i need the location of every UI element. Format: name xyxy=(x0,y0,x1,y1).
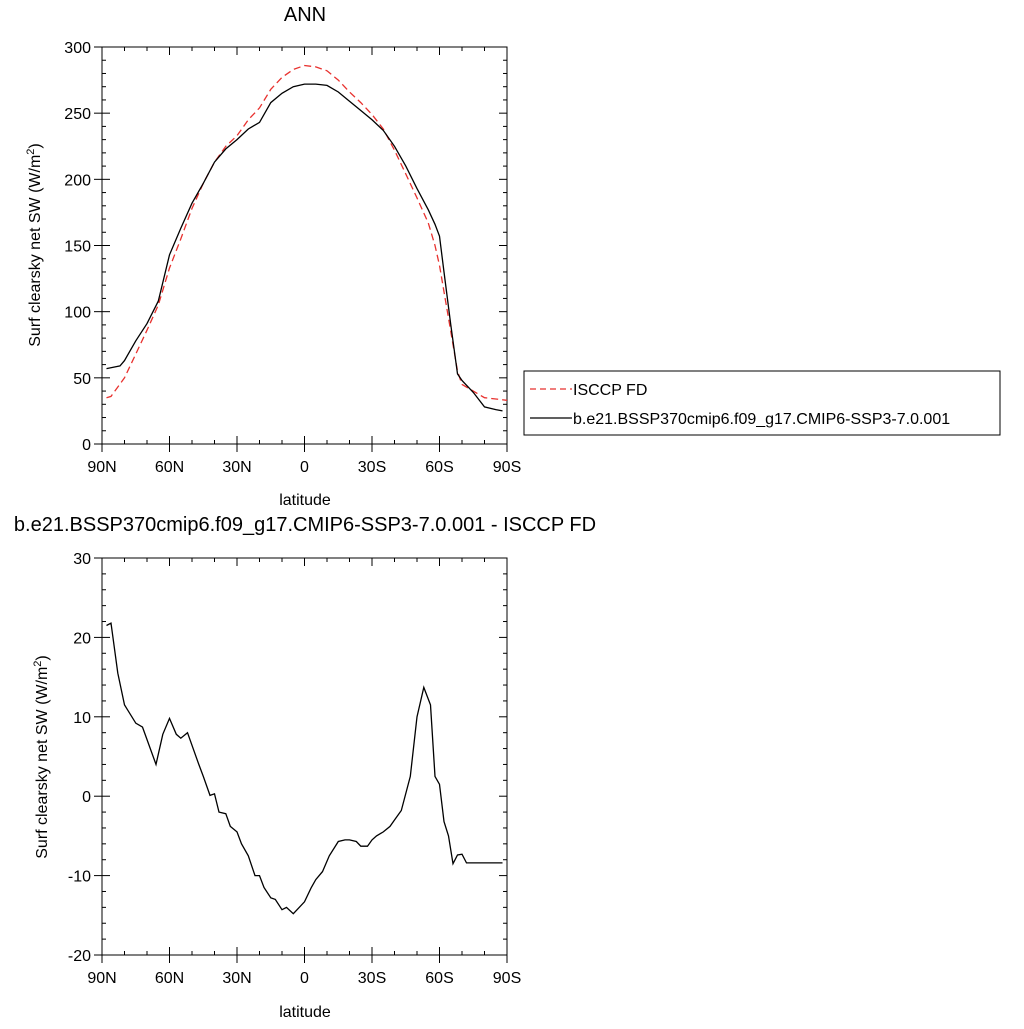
x-tick-label: 0 xyxy=(300,970,309,987)
top-plot-frame xyxy=(101,46,508,445)
y-tick-label: 0 xyxy=(82,789,91,806)
top-x-ticks: 90N 60N 30N 0 30S 60S 90S xyxy=(87,47,521,476)
y-tick-label: 300 xyxy=(64,40,91,57)
x-tick-label: 30N xyxy=(222,970,251,987)
y-tick-label: 200 xyxy=(64,172,91,189)
bottom-panel: b.e21.BSSP370cmip6.f09_g17.CMIP6-SSP3-7.… xyxy=(14,514,596,1021)
x-tick-label: 30S xyxy=(358,970,386,987)
y-tick-label: 30 xyxy=(73,551,91,568)
series-line xyxy=(106,83,503,412)
y-tick-label: -20 xyxy=(68,948,91,965)
top-title: ANN xyxy=(284,4,326,26)
top-y-ticks: 0 50 100 150 200 250 300 xyxy=(64,40,507,454)
legend-label-isccp: ISCCP FD xyxy=(573,382,647,399)
x-tick-label: 30N xyxy=(222,459,251,476)
x-tick-label: 60N xyxy=(155,459,184,476)
x-tick-label: 60S xyxy=(425,459,453,476)
y-tick-label: 50 xyxy=(73,371,91,388)
y-tick-label: -10 xyxy=(68,869,91,886)
bottom-y-axis-label: Surf clearsky net SW (W/m2) xyxy=(32,655,51,858)
series-line xyxy=(106,622,503,915)
top-y-axis-label: Surf clearsky net SW (W/m2) xyxy=(25,143,44,346)
x-tick-label: 90N xyxy=(87,970,116,987)
legend-box xyxy=(523,370,1001,436)
y-tick-label: 100 xyxy=(64,305,91,322)
x-tick-label: 30S xyxy=(358,459,386,476)
x-tick-label: 90N xyxy=(87,459,116,476)
x-tick-label: 0 xyxy=(300,459,309,476)
top-x-axis-label: latitude xyxy=(279,492,331,509)
legend-label-model: b.e21.BSSP370cmip6.f09_g17.CMIP6-SSP3-7.… xyxy=(573,411,950,428)
y-tick-label: 0 xyxy=(82,437,91,454)
y-tick-label: 150 xyxy=(64,239,91,256)
bottom-plot-frame xyxy=(101,557,508,956)
bottom-series xyxy=(106,622,503,915)
y-tick-label: 20 xyxy=(73,630,91,647)
bottom-y-ticks: -20 -10 0 10 20 30 xyxy=(68,551,507,965)
y-tick-label: 10 xyxy=(73,710,91,727)
bottom-x-axis-label: latitude xyxy=(279,1004,331,1021)
x-tick-label: 60S xyxy=(425,970,453,987)
x-tick-label: 60N xyxy=(155,970,184,987)
x-tick-label: 90S xyxy=(493,970,521,987)
y-tick-label: 250 xyxy=(64,106,91,123)
x-tick-label: 90S xyxy=(493,459,521,476)
series-line xyxy=(106,64,508,401)
bottom-title: b.e21.BSSP370cmip6.f09_g17.CMIP6-SSP3-7.… xyxy=(14,514,596,536)
top-series xyxy=(106,64,508,412)
legend: ISCCP FD b.e21.BSSP370cmip6.f09_g17.CMIP… xyxy=(523,370,1001,436)
bottom-x-ticks: 90N 60N 30N 0 30S 60S 90S xyxy=(87,558,521,987)
